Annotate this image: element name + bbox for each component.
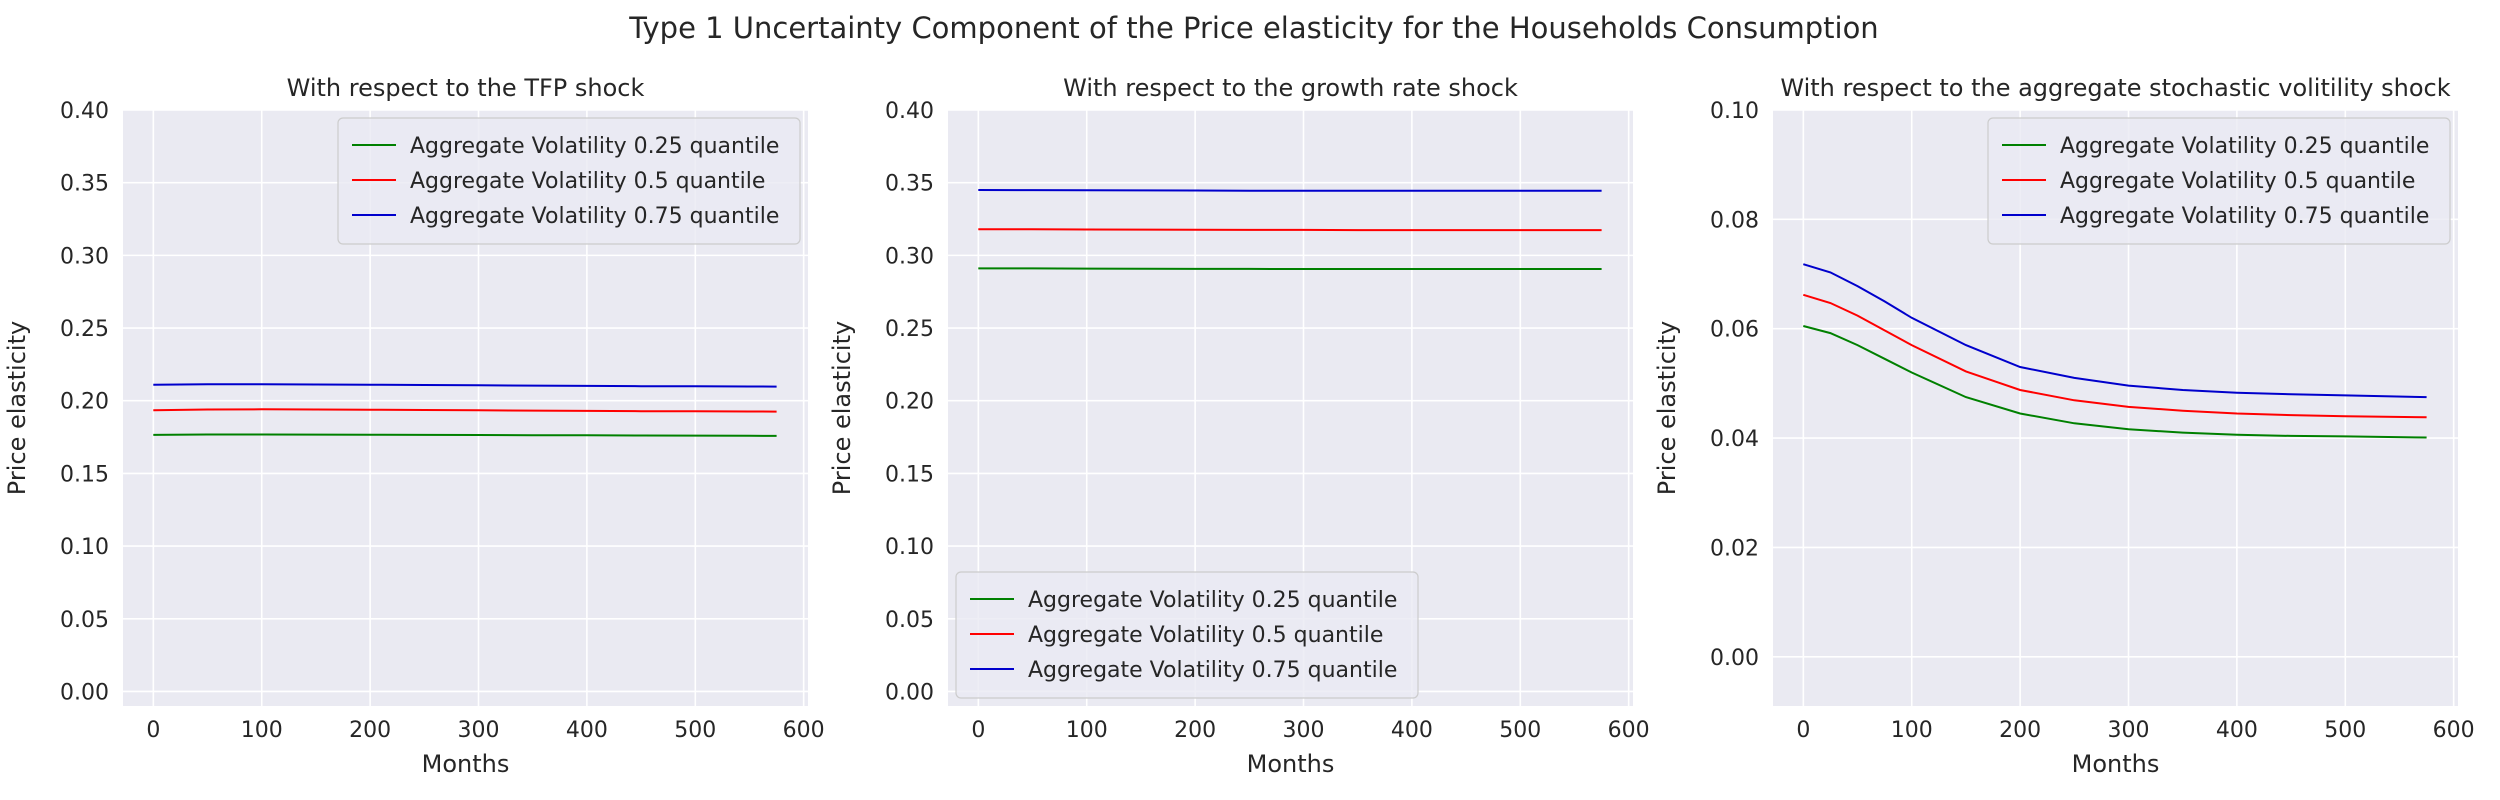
x-tick-label: 400 — [566, 718, 608, 743]
x-tick-label: 600 — [2433, 718, 2475, 743]
y-tick-label: 0.00 — [1710, 646, 1759, 671]
x-tick-label: 0 — [971, 718, 985, 743]
y-tick-label: 0.20 — [60, 390, 109, 415]
chart-panel-2: 0 100 200 300 400 500 600 0.00 0.05 0.10 0.15 0.20 0… — [828, 74, 1650, 778]
y-tick-label: 0.00 — [60, 680, 109, 705]
y-axis-label: Price elasticity — [3, 321, 31, 495]
chart-panel-1: 0 100 200 300 400 500 600 0.00 0.05 0.10 0.15 0.20 0… — [3, 74, 825, 778]
y-tick-label: 0.35 — [60, 172, 109, 197]
y-tick-label: 0.25 — [60, 317, 109, 342]
x-tick-label: 300 — [458, 718, 500, 743]
legend-label: Aggregate Volatility 0.5 quantile — [2060, 169, 2415, 194]
y-tick-label: 0.08 — [1710, 208, 1759, 233]
y-tick-label: 0.35 — [885, 172, 934, 197]
legend-label: Aggregate Volatility 0.5 quantile — [410, 169, 765, 194]
y-tick-label: 0.40 — [60, 99, 109, 124]
y-tick-label: 0.02 — [1710, 536, 1759, 561]
series-line-2 — [153, 408, 777, 413]
chart-panel-3: 0 100 200 300 400 500 600 0.00 0.02 0.04 0.06 0.08 0… — [1653, 74, 2475, 778]
y-tick-label: 0.25 — [885, 317, 934, 342]
y-tick-label: 0.30 — [885, 244, 934, 269]
x-axis-label: Months — [2072, 750, 2160, 778]
y-tick-label: 0.10 — [60, 535, 109, 560]
x-tick-label: 200 — [1999, 718, 2041, 743]
x-tick-label: 400 — [2216, 718, 2258, 743]
legend: Aggregate Volatility 0.25 quantile Aggreg… — [337, 117, 801, 245]
legend-box — [1987, 117, 2451, 245]
x-tick-label: 300 — [2108, 718, 2150, 743]
x-tick-label: 200 — [349, 718, 391, 743]
series-line-1 — [978, 267, 1602, 270]
y-tick-label: 0.00 — [885, 680, 934, 705]
legend-label: Aggregate Volatility 0.25 quantile — [410, 134, 779, 159]
legend-label: Aggregate Volatility 0.75 quantile — [410, 204, 779, 229]
x-tick-label: 0 — [146, 718, 160, 743]
legend-label: Aggregate Volatility 0.5 quantile — [1028, 623, 1383, 648]
series-line-1 — [153, 433, 777, 437]
x-tick-label: 600 — [1608, 718, 1650, 743]
panel-title: With respect to the aggregate stochastic… — [1780, 74, 2450, 102]
x-tick-label: 500 — [674, 718, 716, 743]
x-tick-label: 600 — [783, 718, 825, 743]
panel-title: With respect to the TFP shock — [287, 74, 645, 102]
series-line-1 — [1803, 325, 2427, 439]
y-tick-label: 0.06 — [1710, 318, 1759, 343]
legend: Aggregate Volatility 0.25 quantile Aggreg… — [955, 571, 1419, 699]
x-tick-label: 200 — [1174, 718, 1216, 743]
series-line-3 — [153, 383, 777, 388]
y-tick-label: 0.20 — [885, 390, 934, 415]
y-axis-label: Price elasticity — [828, 321, 856, 495]
x-tick-label: 100 — [241, 718, 283, 743]
x-tick-label: 100 — [1891, 718, 1933, 743]
panel-title: With respect to the growth rate shock — [1063, 74, 1518, 102]
legend-label: Aggregate Volatility 0.75 quantile — [1028, 658, 1397, 683]
y-tick-label: 0.04 — [1710, 427, 1759, 452]
series-line-3 — [978, 189, 1602, 192]
x-tick-label: 100 — [1066, 718, 1108, 743]
x-tick-label: 300 — [1283, 718, 1325, 743]
x-tick-label: 500 — [2324, 718, 2366, 743]
y-tick-label: 0.10 — [1710, 99, 1759, 124]
figure-title: Type 1 Uncertainty Component of the Pric… — [628, 11, 1878, 45]
y-tick-label: 0.30 — [60, 244, 109, 269]
legend-label: Aggregate Volatility 0.25 quantile — [1028, 588, 1397, 613]
legend: Aggregate Volatility 0.25 quantile Aggreg… — [1987, 117, 2451, 245]
y-tick-label: 0.05 — [60, 608, 109, 633]
y-tick-label: 0.40 — [885, 99, 934, 124]
series-line-2 — [978, 228, 1602, 232]
legend-box — [955, 571, 1419, 699]
y-tick-label: 0.15 — [60, 462, 109, 487]
x-tick-label: 0 — [1796, 718, 1810, 743]
legend-box — [337, 117, 801, 245]
y-axis-label: Price elasticity — [1653, 321, 1681, 495]
x-axis-label: Months — [1247, 750, 1335, 778]
x-axis-label: Months — [422, 750, 510, 778]
legend-label: Aggregate Volatility 0.25 quantile — [2060, 134, 2429, 159]
series-line-3 — [1803, 263, 2427, 399]
series-line-2 — [1803, 293, 2427, 419]
y-tick-label: 0.05 — [885, 608, 934, 633]
x-tick-label: 400 — [1391, 718, 1433, 743]
y-tick-label: 0.15 — [885, 462, 934, 487]
x-tick-label: 500 — [1499, 718, 1541, 743]
legend-label: Aggregate Volatility 0.75 quantile — [2060, 204, 2429, 229]
y-tick-label: 0.10 — [885, 535, 934, 560]
